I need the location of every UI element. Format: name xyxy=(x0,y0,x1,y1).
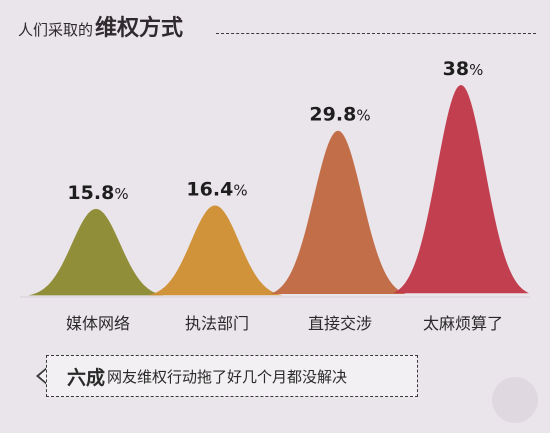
value-label-1: 15.8% xyxy=(67,182,128,204)
chart-title: 人们采取的 维权方式 xyxy=(18,10,183,42)
title-divider xyxy=(216,33,536,34)
value-label-3: 29.8% xyxy=(309,104,370,126)
bell-curve-1 xyxy=(28,208,164,296)
decorative-circle xyxy=(492,377,538,423)
bell-curve-3 xyxy=(270,130,406,294)
caption-pointer-fill xyxy=(39,368,48,384)
category-label-4: 太麻烦算了 xyxy=(423,314,503,333)
category-label-2: 执法部门 xyxy=(185,314,249,333)
value-label-2: 16.4% xyxy=(186,179,247,201)
caption-text: 网友维权行动拖了好几个月都没解决 xyxy=(107,367,348,386)
caption-highlight: 六成 xyxy=(67,366,106,389)
title-main: 维权方式 xyxy=(95,16,184,41)
value-label-4: 38% xyxy=(443,58,484,80)
bell-curve-2 xyxy=(147,205,283,296)
category-label-3: 直接交涉 xyxy=(308,314,372,333)
title-prefix: 人们采取的 xyxy=(18,21,94,39)
bell-curve-4 xyxy=(393,85,529,294)
category-label-1: 媒体网络 xyxy=(66,314,130,333)
caption-box: 六成 网友维权行动拖了好几个月都没解决 xyxy=(46,355,418,397)
